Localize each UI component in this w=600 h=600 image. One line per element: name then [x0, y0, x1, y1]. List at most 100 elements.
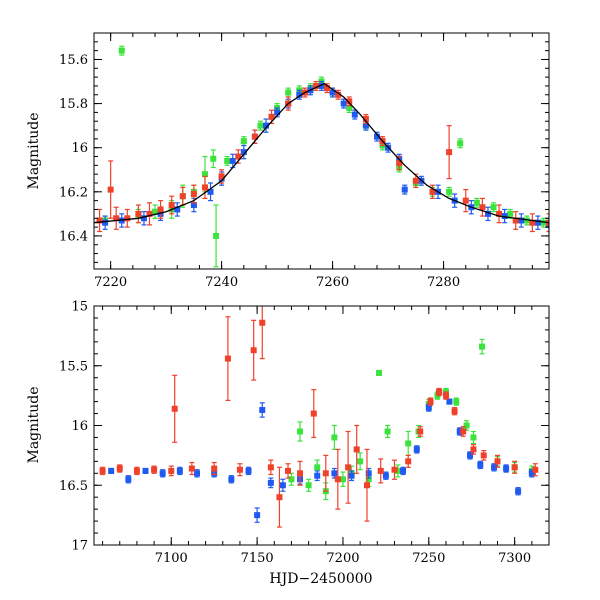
marker-blue	[190, 202, 197, 209]
top-x-tick-label: 7240	[205, 275, 238, 290]
data-point-red	[405, 454, 412, 468]
data-point-blue	[279, 478, 286, 492]
marker-blue	[400, 467, 407, 474]
data-point-red	[236, 463, 243, 477]
bottom-x-tick-label: 7300	[498, 551, 531, 566]
marker-green	[240, 138, 247, 145]
marker-blue	[467, 452, 474, 459]
data-point-red	[427, 397, 434, 406]
data-point-red	[201, 175, 208, 200]
data-point-blue	[245, 466, 252, 476]
marker-blue	[207, 188, 214, 195]
marker-green	[463, 422, 470, 429]
data-point-blue	[340, 98, 347, 109]
marker-red	[211, 465, 218, 472]
marker-red	[334, 476, 341, 483]
marker-blue	[456, 428, 463, 435]
data-point-blue	[296, 89, 303, 100]
marker-green	[473, 199, 480, 206]
marker-blue	[228, 476, 235, 483]
marker-red	[116, 465, 123, 472]
marker-blue	[108, 467, 115, 474]
marker-red	[377, 467, 384, 474]
data-point-blue	[240, 144, 247, 160]
marker-blue	[501, 213, 508, 220]
data-point-green	[376, 369, 383, 376]
marker-red	[446, 149, 453, 156]
data-point-blue	[159, 469, 166, 478]
data-point-green	[118, 45, 125, 56]
data-point-red	[116, 464, 123, 473]
data-point-red	[107, 160, 114, 219]
top-y-tick-label: 15.8	[59, 97, 88, 112]
marker-red	[353, 446, 360, 453]
marker-red	[201, 184, 208, 191]
data-point-red	[285, 463, 292, 479]
marker-blue	[102, 219, 109, 226]
data-point-green	[152, 204, 159, 219]
marker-blue	[425, 404, 432, 411]
marker-red	[218, 173, 225, 180]
data-point-red	[133, 466, 140, 476]
marker-blue	[259, 406, 266, 413]
data-point-red	[460, 426, 467, 437]
data-point-red	[429, 184, 436, 200]
marker-red	[427, 398, 434, 405]
bottom-x-tick-label: 7150	[241, 551, 274, 566]
marker-green	[540, 219, 547, 226]
marker-red	[324, 85, 331, 92]
data-point-red	[335, 89, 342, 100]
data-point-blue	[467, 451, 474, 460]
marker-blue	[515, 488, 522, 495]
marker-blue	[296, 91, 303, 98]
marker-blue	[331, 470, 338, 477]
marker-red	[224, 355, 231, 362]
marker-blue	[318, 82, 325, 89]
data-point-green	[490, 202, 497, 213]
bottom-panel-axes: 7100 7150 7200 7250 7300 15 15.5 16 16.5 17	[59, 300, 550, 566]
data-point-blue	[456, 427, 463, 436]
bottom-panel-frame	[93, 305, 550, 546]
marker-red	[135, 210, 142, 217]
marker-blue	[373, 133, 380, 140]
top-x-tick-label: 7280	[427, 275, 460, 290]
marker-blue	[274, 109, 281, 116]
marker-blue	[362, 122, 369, 129]
marker-red	[460, 428, 467, 435]
top-y-tick-label: 16.2	[59, 185, 88, 200]
top-panel-frame	[93, 32, 550, 270]
marker-green	[201, 171, 208, 178]
data-point-red	[436, 387, 443, 397]
marker-red	[96, 217, 103, 224]
marker-red	[417, 428, 424, 435]
data-point-blue	[263, 118, 270, 133]
bottom-series-red	[99, 306, 539, 528]
marker-green	[339, 476, 346, 483]
data-point-green	[331, 424, 338, 450]
marker-red	[107, 186, 114, 193]
data-point-blue	[102, 215, 109, 230]
data-point-green	[405, 430, 412, 456]
marker-blue	[267, 479, 274, 486]
data-point-blue	[413, 445, 420, 454]
data-point-red	[529, 213, 536, 233]
data-point-red	[267, 459, 274, 476]
data-point-red	[113, 206, 120, 230]
marker-blue	[365, 470, 372, 477]
marker-red	[168, 202, 175, 209]
data-point-green	[457, 138, 464, 149]
data-point-red	[188, 461, 195, 476]
data-point-green	[339, 471, 346, 488]
marker-red	[511, 464, 518, 471]
data-point-green	[210, 149, 217, 169]
marker-red	[235, 153, 242, 160]
data-point-green	[288, 472, 295, 486]
marker-blue	[174, 206, 181, 213]
marker-green	[376, 369, 383, 376]
top-series-red	[96, 80, 549, 233]
bottom-panel-y-axis-label: Magnitude	[26, 386, 42, 463]
bottom-y-tick-label: 15.5	[59, 359, 88, 374]
marker-blue	[528, 470, 535, 477]
marker-red	[412, 177, 419, 184]
